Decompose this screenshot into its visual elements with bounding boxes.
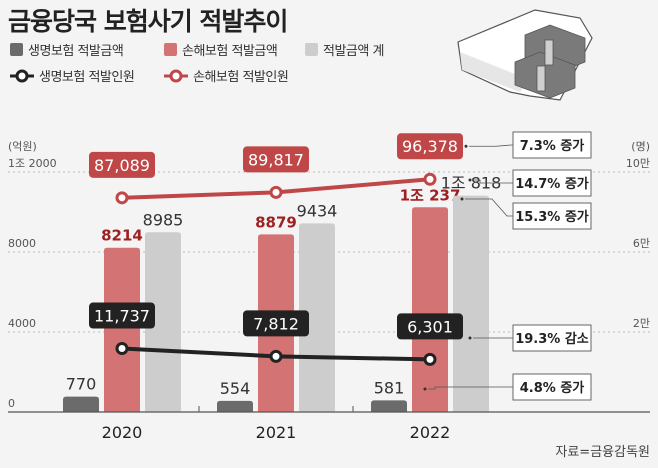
bar-적발금액 계 [145,232,181,412]
annotation-box [512,373,592,401]
bar-value-label: 9434 [297,201,338,220]
annotation-label: 7.3% 증가 [520,139,585,154]
annotation-dot [468,336,472,340]
annotation-dot [468,178,472,182]
legend-item: 적발금액 계 [305,40,384,59]
legend-swatch [164,43,177,56]
line-value-badge [243,146,309,173]
line-value-label: 7,812 [253,314,299,333]
annotation-leader [473,179,513,184]
left-tick-label: 1조 2000 [8,157,57,170]
bar-value-label: 8214 [101,227,143,245]
line-point [269,349,283,363]
bar-value-label: 581 [374,378,405,397]
left-tick-label: 0 [8,397,15,410]
line-value-badge [397,133,463,160]
left-tick-label: 8000 [8,237,36,250]
legend-label: 생명보험 적발금액 [28,44,124,59]
bar-생명보험 적발금액 [217,400,253,412]
bar-value-label: 770 [66,375,97,394]
line-point [269,185,283,199]
legend-item: 생명보험 적발인원 [10,66,135,85]
annotation-dot [464,144,468,148]
source-note: 자료=금융감독원 [555,445,650,460]
right-tick-label: 6만 [633,237,650,250]
line-value-label: 87,089 [94,156,150,175]
chart-title: 금융당국 보험사기 적발추이 [8,7,288,36]
legend-line-marker-icon [10,69,34,82]
annotation-box [512,202,592,230]
right-tick-label: 10만 [626,157,650,170]
line-value-badge [397,313,463,340]
line-point [115,191,129,205]
bar-손해보험 적발금액 [104,247,140,412]
legend-line-marker-icon [164,69,188,82]
annotation-leader [465,198,513,217]
bar-value-label: 8879 [255,213,297,231]
x-tick-label: 2022 [410,423,451,442]
bar-value-label: 554 [220,379,251,398]
legend-label: 손해보험 적발인원 [193,70,289,85]
bar-value-label: 1조 818 [441,174,502,193]
bar-value-label: 1조 237 [400,186,461,204]
line-value-label: 89,817 [248,150,304,169]
annotation-label: 15.3% 증가 [515,210,589,225]
legend-swatch [10,43,23,56]
annotation-box [512,324,592,352]
line-value-badge [89,151,155,178]
line-value-label: 96,378 [402,137,458,156]
legend-swatch [305,43,318,56]
x-tick-label: 2021 [256,423,297,442]
annotation-leader [469,144,513,147]
bar-적발금액 계 [299,223,335,412]
bar-생명보험 적발금액 [63,396,99,412]
legend-item: 손해보험 적발인원 [164,66,289,85]
annotation-label: 4.8% 증가 [520,381,585,396]
annotation-label: 19.3% 감소 [515,332,589,347]
annotation-dot [460,197,464,201]
line-value-label: 11,737 [94,307,150,326]
left-axis-unit: (억원) [8,140,37,153]
legend-label: 손해보험 적발금액 [182,44,278,59]
line-point [115,342,129,356]
annotation-leader [428,386,513,390]
line-point [423,352,437,366]
right-axis-unit: (명) [631,140,650,153]
annotation-dot [423,387,427,391]
left-tick-label: 4000 [8,317,36,330]
annotation-box [512,169,592,197]
bar-손해보험 적발금액 [412,207,448,412]
legend-label: 생명보험 적발인원 [39,70,135,85]
line-value-badge [89,302,155,329]
line-value-badge [243,310,309,337]
annotation-label: 14.7% 증가 [515,177,589,192]
line-point [423,172,437,186]
right-tick-label: 2만 [633,317,650,330]
bar-생명보험 적발금액 [371,400,407,412]
bar-적발금액 계 [453,195,489,412]
legend-item: 손해보험 적발금액 [164,40,278,59]
x-tick-label: 2020 [102,423,143,442]
bar-value-label: 8985 [143,210,184,229]
legend-item: 생명보험 적발금액 [10,40,124,59]
annotation-box [512,131,592,159]
line-value-label: 6,301 [407,317,453,336]
legend-label: 적발금액 계 [323,44,384,59]
